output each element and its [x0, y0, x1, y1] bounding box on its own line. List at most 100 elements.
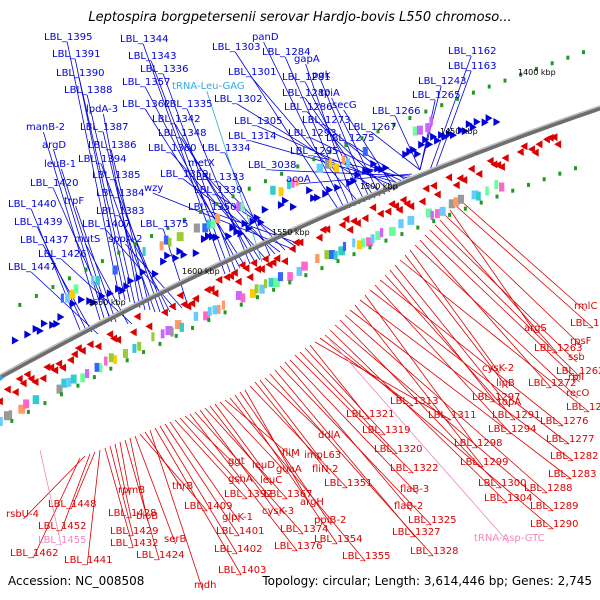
feature-block	[18, 404, 26, 414]
feature-block	[108, 353, 114, 363]
feature-arrow	[346, 225, 354, 234]
label-leader-line	[211, 211, 301, 245]
reverse-gene-label: LBL_1291	[492, 410, 540, 421]
feature-arrow	[253, 213, 261, 222]
forward-gene-label: LBL_1386	[88, 140, 136, 151]
feature-arrow	[469, 123, 477, 132]
feature-block	[268, 277, 275, 287]
tick-marker	[117, 250, 121, 255]
feature-block	[362, 146, 368, 156]
tick-marker	[100, 259, 104, 264]
accession-text: Accession: NC_008508	[8, 574, 145, 588]
reverse-gene-label: LBL_1462	[10, 548, 58, 559]
label-leader-line	[174, 419, 248, 500]
label-leader-line	[274, 369, 416, 538]
label-leader-line	[114, 179, 161, 313]
label-leader-line	[42, 244, 93, 333]
feature-block	[329, 158, 333, 168]
feature-arrow	[292, 238, 300, 247]
label-leader-line	[110, 149, 151, 311]
forward-gene-label: LBL_1273	[302, 115, 350, 126]
tick-marker	[182, 217, 186, 222]
feature-block	[471, 190, 479, 200]
reverse-gene-label: ggt	[228, 456, 245, 467]
feature-block	[151, 332, 155, 342]
feature-block	[23, 399, 30, 409]
tick-marker	[463, 206, 467, 211]
forward-gene-label: LBL_1267	[348, 122, 396, 133]
label-leader-line	[394, 115, 421, 171]
tick-marker	[471, 90, 475, 95]
feature-block	[324, 159, 332, 169]
feature-arrow	[139, 268, 147, 277]
reverse-gene-label: LBL_1327	[392, 527, 440, 538]
feature-arrow	[245, 224, 253, 233]
label-leader-line	[204, 407, 288, 500]
feature-arrow	[319, 225, 327, 234]
feature-block	[3, 411, 11, 421]
feature-arrow	[3, 385, 11, 394]
feature-arrow	[168, 302, 176, 311]
tick-marker	[92, 375, 96, 380]
feature-block	[375, 231, 381, 241]
tick-marker	[511, 188, 515, 193]
label-leader-line	[60, 453, 91, 532]
reverse-gene-label: LBL_1311	[428, 410, 476, 421]
label-leader-line	[250, 76, 361, 205]
label-leader-line	[32, 457, 81, 559]
feature-block	[366, 237, 373, 247]
label-leader-line	[404, 254, 508, 389]
feature-arrow	[229, 223, 237, 232]
forward-gene-label: LBL_1305	[234, 116, 282, 127]
tick-marker	[223, 310, 227, 315]
feature-arrow	[323, 225, 331, 234]
feature-block	[160, 329, 165, 339]
label-leader-line	[86, 94, 136, 306]
tick-marker	[320, 266, 324, 271]
feature-block	[425, 208, 433, 218]
forward-gene-labels: LBL_1395 LBL_1391 LBL_1390 LBL_1388 lpdA-3 LB…	[8, 32, 496, 273]
feature-block	[0, 416, 3, 426]
tick-marker	[440, 103, 444, 108]
reverse-gene-label: rmlC	[574, 301, 597, 312]
label-leader-line	[349, 309, 572, 480]
forward-gene-label: trpF	[64, 196, 84, 207]
reverse-gene-label: argH	[300, 497, 324, 508]
forward-gene-label: pgk	[312, 70, 331, 81]
reverse-gene-label: leuC	[260, 475, 282, 486]
reverse-gene-label: LBL_1321	[346, 409, 394, 420]
feature-block	[215, 213, 221, 223]
tick-marker	[255, 295, 259, 300]
feature-arrow	[250, 258, 258, 267]
feature-block	[70, 374, 77, 384]
forward-gene-label: LBL_1395	[44, 32, 92, 43]
forward-gene-label: secG	[332, 100, 357, 111]
feature-block	[142, 247, 146, 257]
feature-arrow	[213, 233, 221, 242]
reverse-gene-label: serB	[164, 534, 186, 545]
forward-gene-label: argD	[42, 140, 66, 151]
label-leader-line	[364, 294, 478, 449]
feature-block	[56, 384, 63, 394]
reverse-gene-label: LBL_1300	[478, 478, 526, 489]
tick-marker	[43, 401, 47, 406]
feature-block	[425, 123, 431, 133]
tick-marker	[328, 150, 332, 155]
feature-block	[212, 305, 218, 315]
feature-arrow	[391, 202, 399, 211]
trna-label: tRNA-Leu-GAG	[172, 81, 245, 92]
label-leader-line	[389, 269, 496, 403]
feature-arrow	[215, 275, 223, 284]
tick-marker	[280, 171, 284, 176]
reverse-gene-label: LBL_1432	[110, 538, 158, 549]
forward-gene-label: mutS	[74, 234, 100, 245]
tick-marker	[360, 136, 364, 141]
feature-block	[221, 300, 225, 310]
label-leader-line	[329, 339, 510, 544]
feature-block	[263, 279, 268, 289]
chromosome-backbone-highlight	[0, 105, 600, 376]
reverse-gene-label: glpK-1	[222, 512, 253, 523]
tick-marker	[67, 276, 71, 281]
feature-block	[453, 197, 460, 207]
label-leader-line	[104, 447, 134, 549]
